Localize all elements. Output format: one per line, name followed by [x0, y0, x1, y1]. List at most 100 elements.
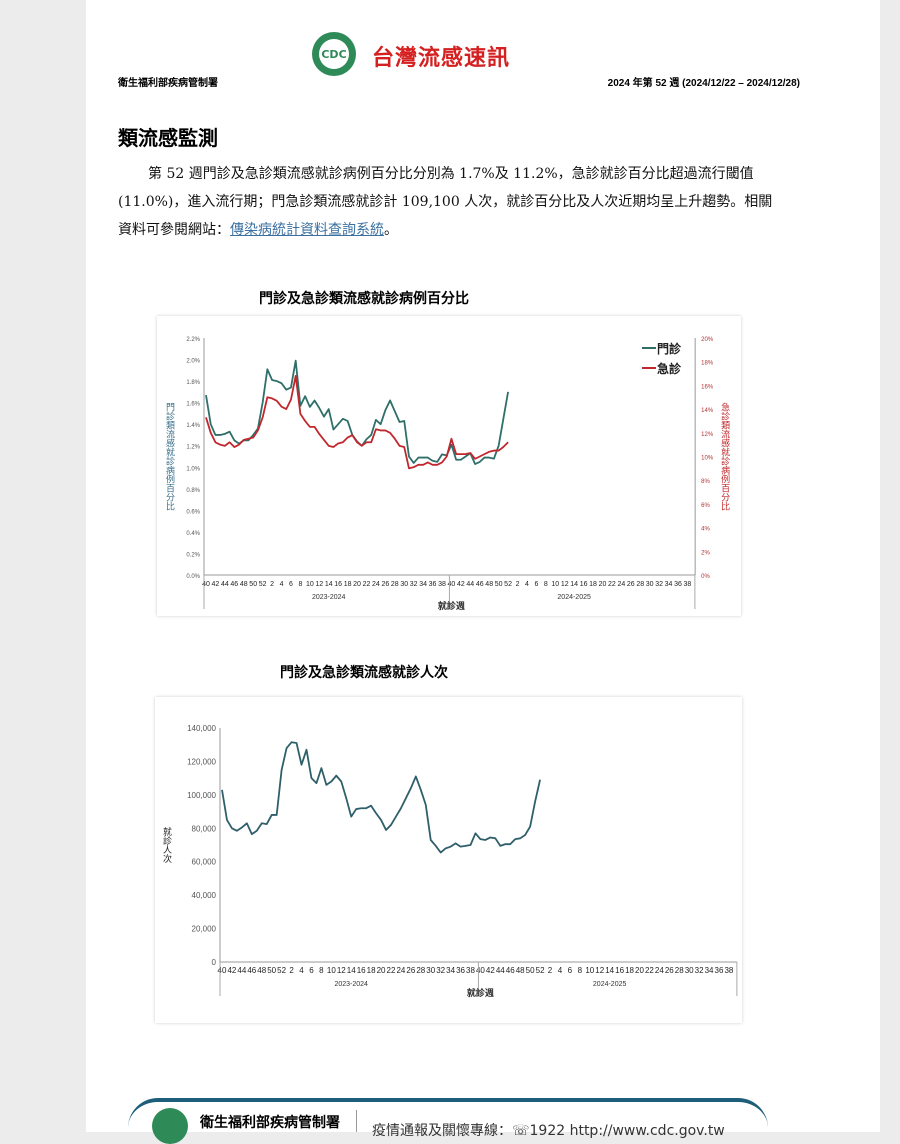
footer-org: 衛生福利部疾病管制署	[200, 1115, 340, 1131]
x-tick-label: 4	[280, 581, 284, 588]
x-tick-label: 30	[400, 581, 408, 588]
summary-text: 第 52 週門診及急診類流感就診病例百分比分別為 1.7%及 11.2%，急診就…	[118, 166, 773, 238]
x-tick-label: 50	[526, 966, 535, 975]
footer-bar	[128, 1098, 768, 1142]
x-tick-label: 18	[625, 966, 634, 975]
x-tick-label: 40	[202, 581, 210, 588]
x-tick-label: 52	[259, 581, 267, 588]
x-tick-label: 40	[476, 966, 485, 975]
x-tick-label: 16	[615, 966, 624, 975]
y-right-tick-label: 12%	[701, 432, 714, 438]
x-tick-label: 52	[536, 966, 545, 975]
x-tick-label: 10	[327, 966, 336, 975]
x-tick-label: 26	[406, 966, 415, 975]
x-tick-label: 36	[429, 581, 437, 588]
y-tick-label: 100,000	[187, 791, 216, 800]
x-tick-label: 50	[495, 581, 503, 588]
x-tick-label: 34	[446, 966, 455, 975]
x-tick-label: 24	[655, 966, 664, 975]
x-tick-label: 20	[377, 966, 386, 975]
x-tick-label: 22	[608, 581, 616, 588]
x-tick-label: 14	[605, 966, 614, 975]
y-axis-right-title: 急診類流感就診病例百分比	[720, 401, 730, 510]
y-tick-label: 0.6%	[186, 509, 200, 515]
season-label: 2024-2025	[593, 981, 627, 988]
x-tick-label: 10	[306, 581, 314, 588]
x-tick-label: 12	[315, 581, 323, 588]
x-tick-label: 4	[525, 581, 529, 588]
y-tick-label: 1.6%	[186, 402, 200, 408]
x-tick-label: 46	[247, 966, 256, 975]
x-tick-label: 14	[570, 581, 578, 588]
report-week: 2024 年第 52 週 (2024/12/22 – 2024/12/28)	[607, 78, 800, 89]
x-tick-label: 50	[267, 966, 276, 975]
x-tick-label: 6	[289, 581, 293, 588]
x-tick-label: 20	[635, 966, 644, 975]
y-tick-label: 40,000	[192, 891, 217, 900]
chart2-title: 門診及急診類流感就診人次	[280, 665, 448, 681]
x-tick-label: 28	[416, 966, 425, 975]
y-tick-label: 0.8%	[186, 488, 200, 494]
x-tick-label: 50	[249, 581, 257, 588]
season-label: 2023-2024	[334, 981, 368, 988]
chart2-frame	[155, 697, 742, 1023]
y-tick-label: 1.8%	[186, 380, 200, 386]
y-right-tick-label: 0%	[701, 574, 710, 580]
x-tick-label: 34	[665, 581, 673, 588]
x-tick-label: 44	[466, 581, 474, 588]
x-tick-label: 38	[438, 581, 446, 588]
x-tick-label: 26	[381, 581, 389, 588]
x-tick-label: 14	[347, 966, 356, 975]
y-tick-label: 20,000	[192, 925, 217, 934]
x-axis-title: 就診週	[438, 600, 466, 611]
x-tick-label: 2	[289, 966, 294, 975]
x-tick-label: 42	[457, 581, 465, 588]
x-tick-label: 8	[319, 966, 324, 975]
x-tick-label: 16	[580, 581, 588, 588]
x-tick-label: 48	[257, 966, 266, 975]
x-tick-label: 4	[299, 966, 304, 975]
x-tick-label: 8	[578, 966, 583, 975]
x-tick-label: 44	[221, 581, 229, 588]
y-tick-label: 1.2%	[186, 445, 200, 451]
y-tick-label: 0.0%	[186, 574, 200, 580]
stats-system-link[interactable]: 傳染病統計資料查詢系統	[230, 222, 384, 238]
x-tick-label: 12	[561, 581, 569, 588]
x-tick-label: 10	[551, 581, 559, 588]
y-axis-title: 門診類流感就診病例百分比	[165, 402, 175, 510]
y-right-tick-label: 10%	[701, 456, 714, 462]
series-line-visits	[221, 741, 541, 854]
x-tick-label: 2	[270, 581, 274, 588]
summary-end: 。	[384, 222, 398, 238]
x-tick-label: 32	[695, 966, 704, 975]
x-tick-label: 12	[595, 966, 604, 975]
season-label: 2023-2024	[312, 594, 346, 601]
x-tick-label: 18	[344, 581, 352, 588]
y-tick-label: 1.0%	[186, 466, 200, 472]
x-tick-label: 8	[544, 581, 548, 588]
x-tick-label: 32	[655, 581, 663, 588]
x-tick-label: 48	[516, 966, 525, 975]
x-tick-label: 38	[466, 966, 475, 975]
x-tick-label: 38	[724, 966, 733, 975]
x-tick-label: 24	[396, 966, 405, 975]
logo-text: CDC	[319, 39, 349, 69]
x-tick-label: 28	[391, 581, 399, 588]
x-tick-label: 10	[585, 966, 594, 975]
x-tick-label: 40	[218, 966, 227, 975]
x-tick-label: 24	[617, 581, 625, 588]
y-right-tick-label: 16%	[701, 384, 714, 390]
season-label: 2024-2025	[557, 594, 591, 601]
footer-divider	[356, 1110, 357, 1132]
x-tick-label: 34	[419, 581, 427, 588]
x-tick-label: 26	[665, 966, 674, 975]
brand-title: 台灣流感速訊	[372, 45, 511, 71]
y-axis-title: 就診人次	[162, 826, 172, 864]
x-tick-label: 26	[627, 581, 635, 588]
x-tick-label: 30	[646, 581, 654, 588]
y-tick-label: 140,000	[187, 724, 216, 733]
x-tick-label: 28	[636, 581, 644, 588]
x-tick-label: 32	[436, 966, 445, 975]
y-tick-label: 1.4%	[186, 423, 200, 429]
x-tick-label: 18	[589, 581, 597, 588]
